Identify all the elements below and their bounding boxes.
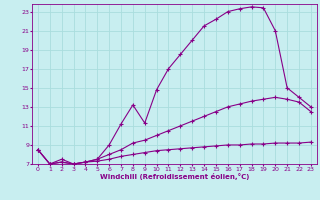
X-axis label: Windchill (Refroidissement éolien,°C): Windchill (Refroidissement éolien,°C) [100, 173, 249, 180]
